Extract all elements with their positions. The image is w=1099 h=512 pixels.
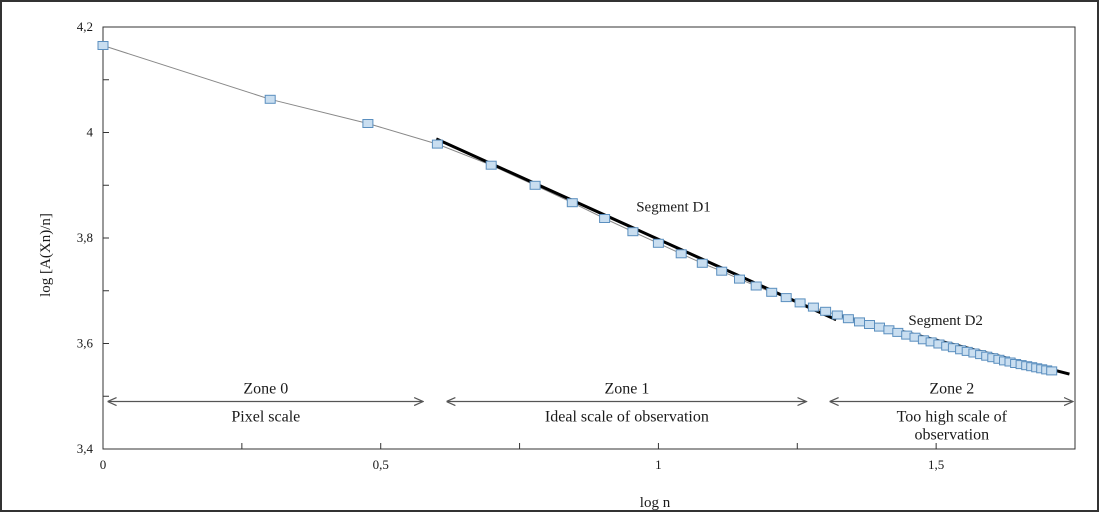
data-point <box>854 317 865 327</box>
data-point <box>97 41 109 50</box>
data-point <box>529 180 541 190</box>
data-point <box>675 249 687 259</box>
y-tick-label: 3,4 <box>77 441 94 456</box>
y-tick-label: 3,6 <box>77 336 94 351</box>
x-tick-label: 1 <box>655 457 662 472</box>
zone-label-2: Zone 2 <box>929 381 974 398</box>
data-point <box>264 94 276 104</box>
data-point <box>874 322 885 332</box>
data-point <box>820 306 832 316</box>
data-point <box>696 258 708 268</box>
data-point <box>599 214 611 223</box>
zone-desc-1: Ideal scale of observation <box>545 409 709 426</box>
x-axis-label: log n <box>640 495 671 511</box>
data-point <box>566 198 578 208</box>
x-tick-label: 1,5 <box>928 457 944 472</box>
data-point <box>807 302 819 312</box>
y-tick-label: 3,8 <box>77 230 93 245</box>
zone-label-1: Zone 1 <box>604 381 649 398</box>
data-point <box>1046 366 1058 376</box>
x-tick-label: 0,5 <box>373 457 389 472</box>
data-point <box>780 293 792 303</box>
y-axis-label: log [A(Xn)/n] <box>38 213 54 297</box>
data-point <box>842 314 854 324</box>
y-tick-label: 4,2 <box>77 19 93 34</box>
data-point <box>766 287 778 297</box>
zone-desc-2: observation <box>914 427 989 444</box>
y-tick-label: 4 <box>87 125 94 140</box>
data-point <box>627 227 639 237</box>
segment-label-1: Segment D1 <box>636 200 711 216</box>
zone-desc-2: Too high scale of <box>897 409 1008 426</box>
data-point <box>750 281 762 291</box>
data-point <box>716 266 728 276</box>
x-tick-label: 0 <box>100 457 107 472</box>
data-point <box>734 274 745 284</box>
zone-desc-0: Pixel scale <box>231 409 300 426</box>
zone-label-0: Zone 0 <box>243 381 288 398</box>
plot-area: 3,4 3,6 3,8 4 4,2 0 0,5 1 1,5 Segment D1 Segment D… <box>77 19 1076 472</box>
data-point <box>831 310 843 320</box>
data-point <box>485 160 497 170</box>
data-point <box>794 298 806 308</box>
data-point <box>652 238 664 248</box>
data-point <box>431 139 443 149</box>
segment-label-2: Segment D2 <box>908 313 983 329</box>
data-point <box>864 320 875 329</box>
data-point <box>362 119 374 128</box>
